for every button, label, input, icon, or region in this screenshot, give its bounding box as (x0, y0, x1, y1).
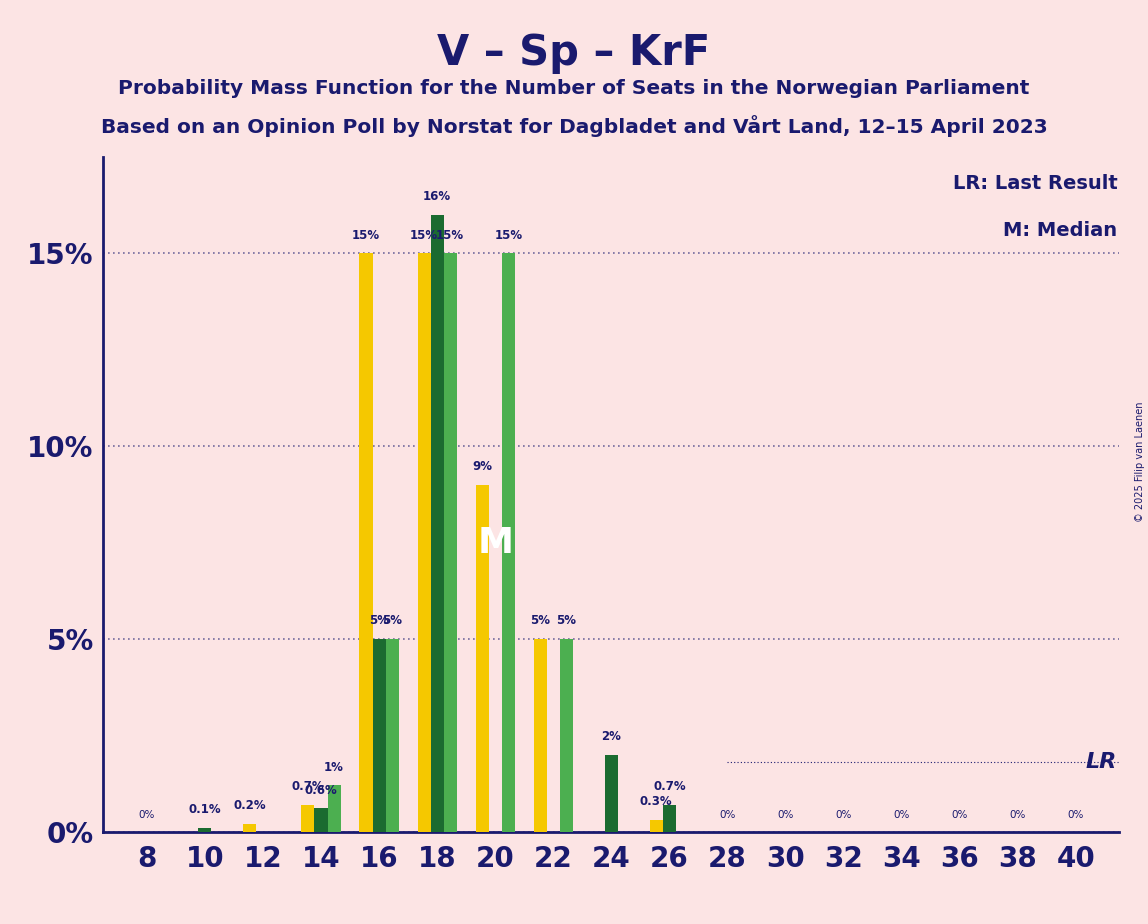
Bar (443, 253, 457, 832)
Bar (502, 253, 514, 832)
Text: Probability Mass Function for the Number of Seats in the Norwegian Parliament: Probability Mass Function for the Number… (118, 79, 1030, 98)
Text: 0%: 0% (777, 810, 793, 820)
Text: 15%: 15% (352, 229, 380, 242)
Text: 2%: 2% (602, 730, 621, 743)
Text: 15%: 15% (494, 229, 522, 242)
Bar (327, 785, 341, 832)
Text: 15%: 15% (436, 229, 464, 242)
Text: 0.7%: 0.7% (653, 780, 685, 793)
Text: 0%: 0% (893, 810, 909, 820)
Text: LR: LR (1085, 752, 1116, 772)
Bar (373, 638, 386, 832)
Bar (386, 638, 398, 832)
Text: LR: Last Result: LR: Last Result (953, 174, 1117, 193)
Text: 0%: 0% (952, 810, 968, 820)
Text: 16%: 16% (424, 190, 451, 203)
Text: M: M (478, 526, 513, 560)
Bar (560, 638, 573, 832)
Text: 0%: 0% (836, 810, 852, 820)
Text: 0%: 0% (139, 810, 155, 820)
Bar (534, 638, 546, 832)
Text: 0%: 0% (1009, 810, 1026, 820)
Text: 1%: 1% (324, 760, 344, 773)
Text: 0%: 0% (1068, 810, 1084, 820)
Text: 5%: 5% (557, 614, 576, 627)
Bar (605, 755, 618, 832)
Bar (430, 215, 443, 832)
Bar (302, 805, 315, 832)
Text: 15%: 15% (410, 229, 439, 242)
Text: © 2025 Filip van Laenen: © 2025 Filip van Laenen (1135, 402, 1145, 522)
Bar (650, 820, 662, 832)
Bar (475, 485, 489, 832)
Text: Based on an Opinion Poll by Norstat for Dagbladet and Vårt Land, 12–15 April 202: Based on an Opinion Poll by Norstat for … (101, 116, 1047, 138)
Text: 5%: 5% (382, 614, 402, 627)
Text: 0.7%: 0.7% (292, 780, 324, 793)
Bar (199, 828, 211, 832)
Text: 9%: 9% (472, 460, 492, 473)
Text: M: Median: M: Median (1003, 221, 1117, 240)
Bar (662, 805, 676, 832)
Text: 0%: 0% (720, 810, 736, 820)
Text: 5%: 5% (530, 614, 550, 627)
Bar (243, 824, 256, 832)
Text: 0.1%: 0.1% (188, 803, 222, 816)
Bar (418, 253, 430, 832)
Bar (315, 808, 327, 832)
Text: V – Sp – KrF: V – Sp – KrF (437, 32, 711, 74)
Text: 0.6%: 0.6% (304, 784, 338, 796)
Text: 0.3%: 0.3% (639, 796, 673, 808)
Bar (359, 253, 373, 832)
Text: 5%: 5% (370, 614, 389, 627)
Text: 0.2%: 0.2% (233, 799, 266, 812)
